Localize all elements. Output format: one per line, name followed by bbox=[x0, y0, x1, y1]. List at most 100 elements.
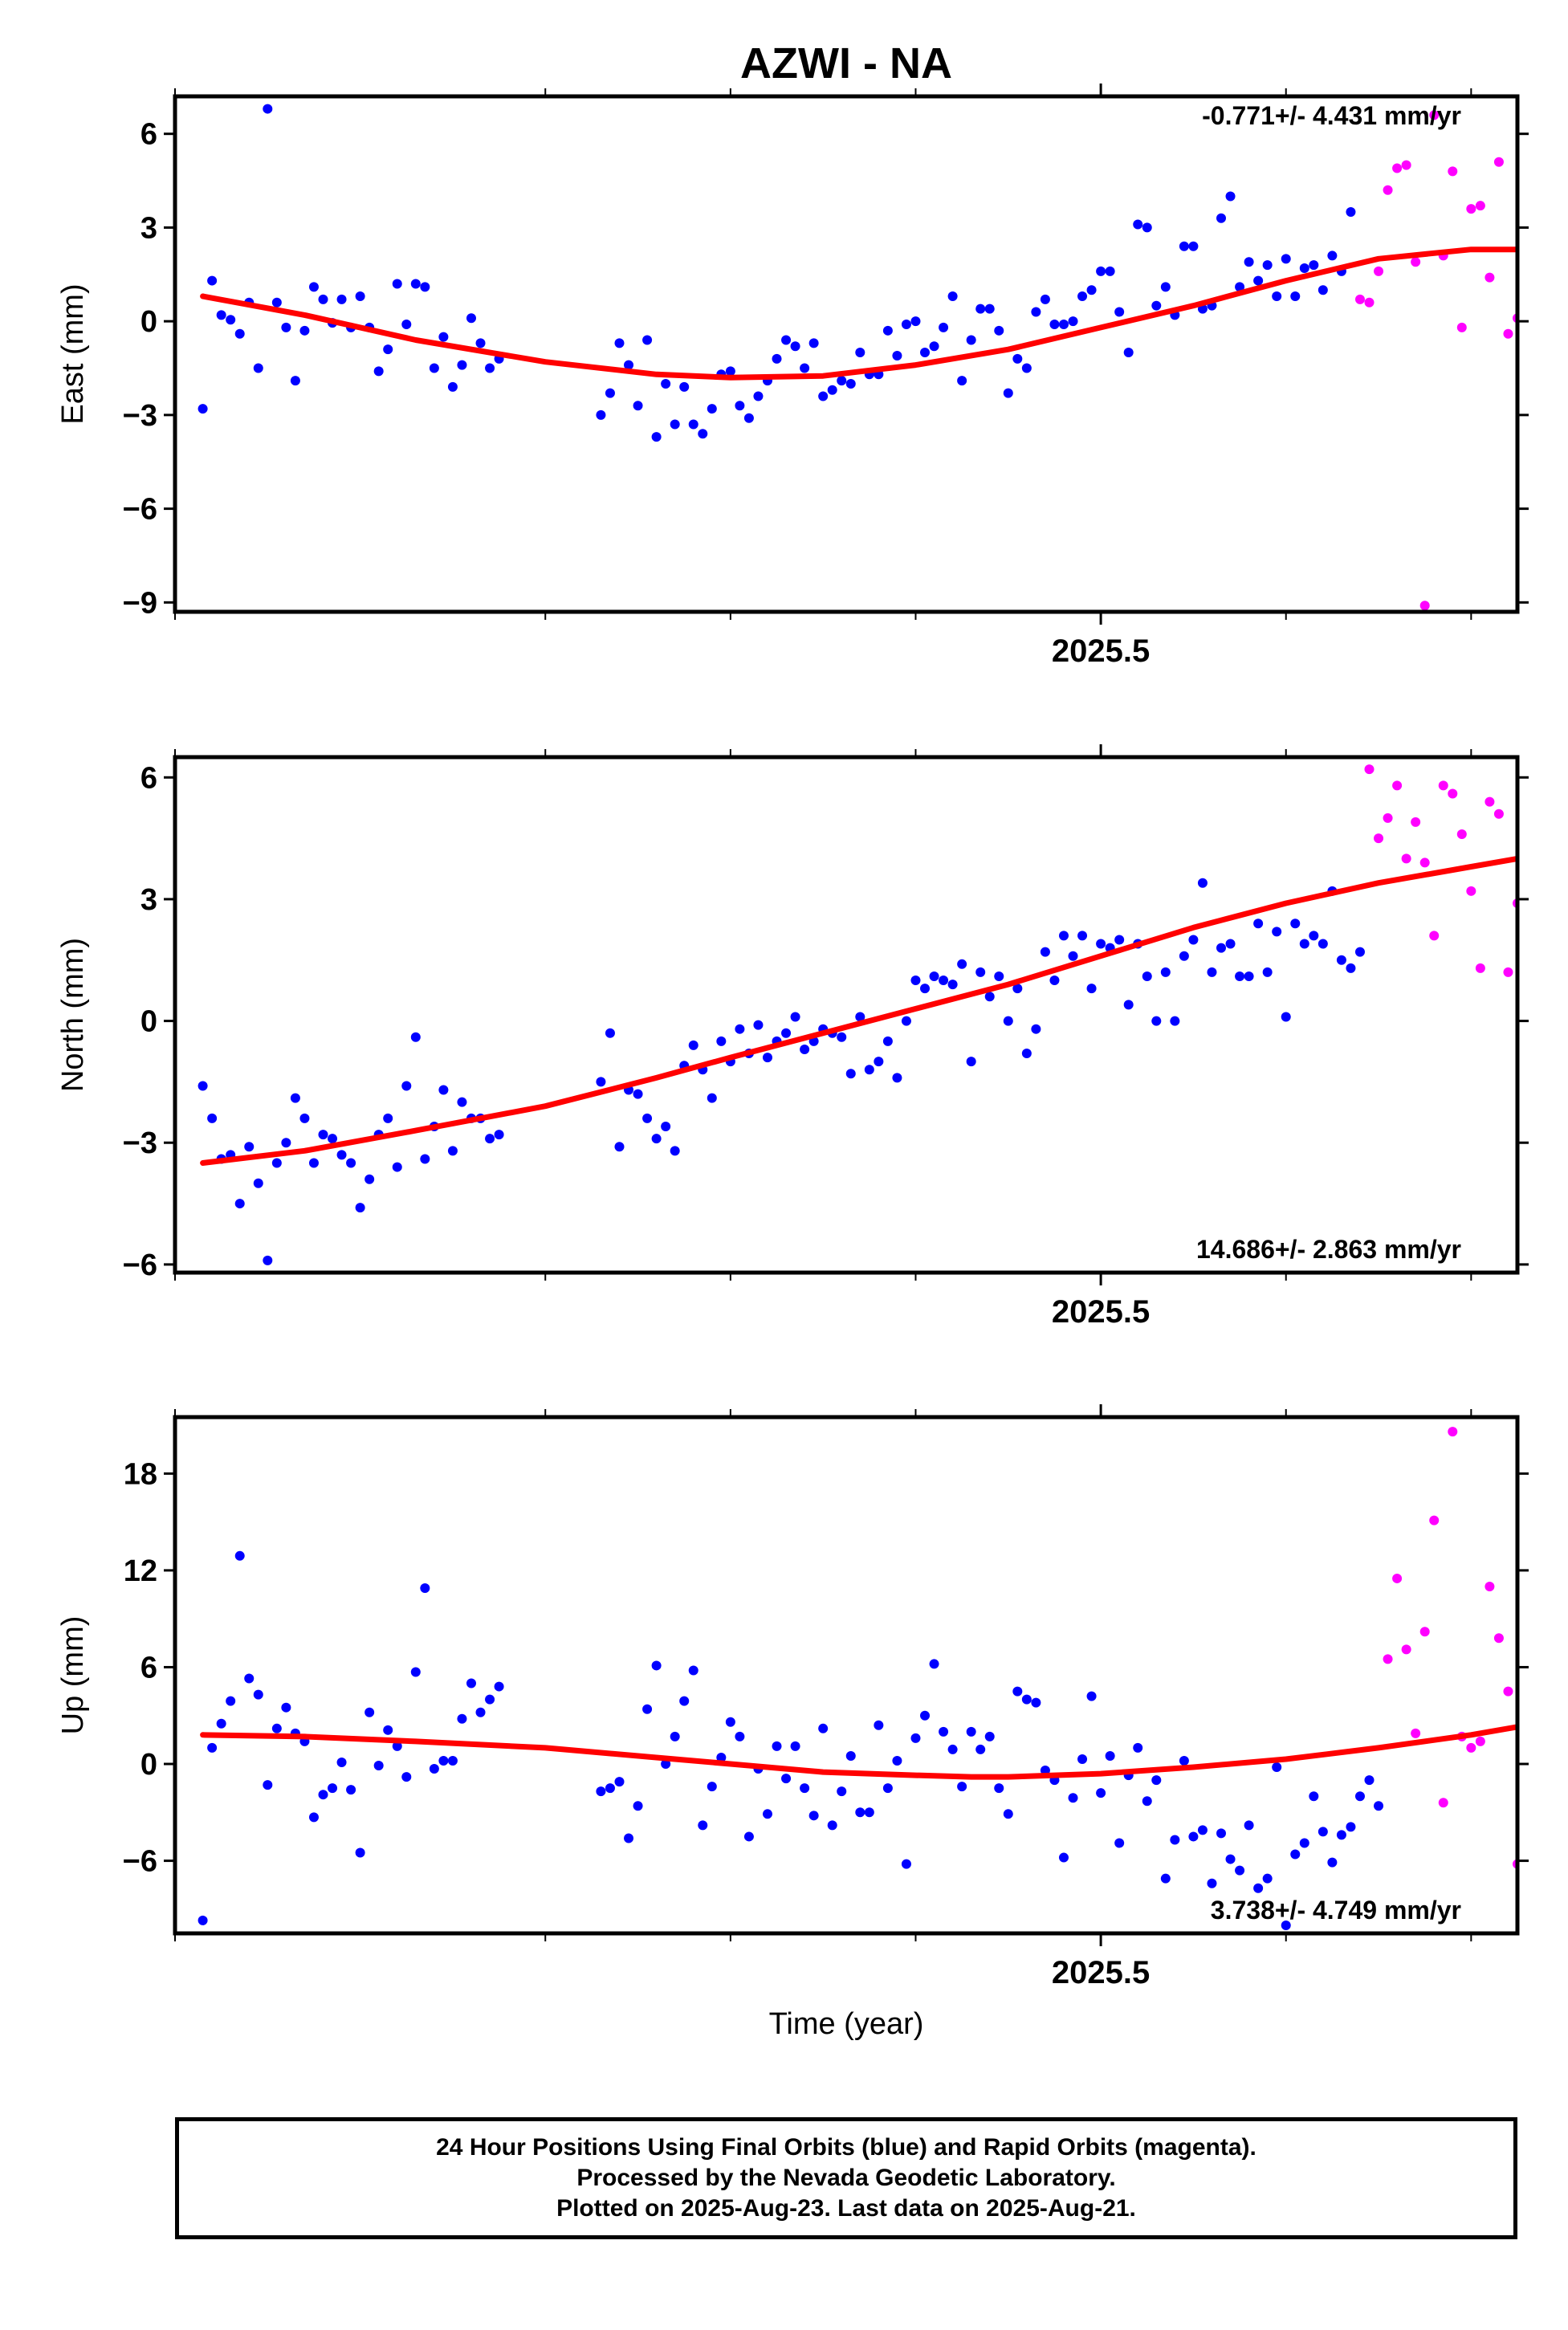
final-point bbox=[1216, 213, 1227, 223]
final-point bbox=[892, 1755, 902, 1766]
final-point bbox=[1040, 947, 1050, 957]
rapid-point bbox=[1522, 1609, 1532, 1619]
final-point bbox=[1281, 254, 1291, 264]
y-tick-label: 18 bbox=[124, 1457, 157, 1491]
final-point bbox=[882, 325, 893, 336]
final-point bbox=[800, 1044, 810, 1054]
final-point bbox=[1262, 1873, 1273, 1884]
final-point bbox=[383, 1725, 393, 1735]
rapid-point bbox=[1475, 963, 1485, 973]
final-point bbox=[882, 1036, 893, 1046]
y-tick-label: −6 bbox=[123, 1249, 157, 1282]
final-point bbox=[1142, 222, 1152, 233]
final-point bbox=[1021, 1694, 1032, 1705]
y-tick-label: 6 bbox=[141, 761, 157, 795]
final-point bbox=[642, 1704, 653, 1714]
y-axis-label: North (mm) bbox=[56, 938, 90, 1092]
rapid-point bbox=[1493, 1633, 1504, 1644]
final-point bbox=[1197, 878, 1208, 888]
final-point bbox=[1170, 1835, 1180, 1845]
panel-3: 18 12 6 0 −6 2025.5 Up (mm) 3.738+/- 4.749 mm/y… bbox=[56, 1404, 1532, 1990]
rapid-point bbox=[1485, 796, 1495, 807]
final-point bbox=[365, 1707, 375, 1717]
panel-1: 6 3 0 −3 −6 −9 2025.5 East (mm) -0.771+/- 4.431 … bbox=[56, 84, 1529, 669]
final-point bbox=[837, 1032, 847, 1042]
final-point bbox=[1235, 1865, 1245, 1876]
final-point bbox=[966, 1726, 976, 1737]
final-point bbox=[438, 1755, 449, 1766]
final-point bbox=[975, 1744, 986, 1754]
final-point bbox=[401, 320, 412, 330]
final-point bbox=[1049, 976, 1060, 986]
final-point bbox=[624, 360, 634, 370]
final-point bbox=[624, 1833, 634, 1843]
panels: 6 3 0 −3 −6 −9 2025.5 East (mm) -0.771+/- 4.431 … bbox=[56, 84, 1532, 1990]
final-point bbox=[790, 1741, 800, 1751]
final-point bbox=[994, 325, 1004, 336]
final-point bbox=[1290, 1849, 1301, 1860]
final-point bbox=[263, 1255, 273, 1265]
rapid-point bbox=[1438, 780, 1448, 791]
final-point bbox=[457, 1713, 467, 1724]
rapid-point bbox=[1485, 1581, 1495, 1591]
rapid-point bbox=[1429, 1515, 1440, 1525]
y-tick-label: 6 bbox=[141, 118, 157, 152]
final-point bbox=[234, 1550, 245, 1561]
final-point bbox=[207, 275, 218, 286]
final-point bbox=[725, 366, 735, 377]
caption-line-3: Plotted on 2025-Aug-23. Last data on 202… bbox=[556, 2195, 1136, 2222]
final-point bbox=[1290, 291, 1301, 302]
final-point bbox=[1151, 300, 1162, 311]
final-point bbox=[1068, 316, 1078, 327]
final-point bbox=[328, 1134, 338, 1144]
final-point bbox=[457, 360, 467, 370]
final-point bbox=[1170, 1016, 1180, 1026]
final-point bbox=[346, 1785, 356, 1795]
final-point bbox=[994, 971, 1004, 981]
final-point bbox=[336, 1758, 347, 1768]
final-point bbox=[328, 1783, 338, 1794]
final-point bbox=[947, 980, 958, 990]
final-point bbox=[845, 1069, 856, 1079]
rate-label: 3.738+/- 4.749 mm/yr bbox=[1211, 1896, 1461, 1925]
final-point bbox=[1262, 260, 1273, 271]
final-point bbox=[383, 344, 393, 355]
final-point bbox=[642, 335, 653, 345]
final-point bbox=[1327, 251, 1338, 261]
final-point bbox=[1318, 1827, 1328, 1837]
final-point bbox=[716, 1036, 727, 1046]
final-point bbox=[614, 338, 625, 348]
final-point bbox=[466, 1678, 476, 1688]
final-point bbox=[1058, 320, 1069, 330]
final-point bbox=[1179, 951, 1189, 961]
final-point bbox=[679, 381, 690, 392]
final-point bbox=[688, 1665, 698, 1676]
final-point bbox=[244, 1673, 255, 1684]
rapid-point bbox=[1383, 1654, 1393, 1664]
final-point bbox=[781, 1028, 792, 1038]
final-point bbox=[1012, 1686, 1023, 1697]
y-axis-label: East (mm) bbox=[56, 283, 90, 424]
rapid-point bbox=[1503, 967, 1513, 977]
final-point bbox=[1123, 348, 1134, 358]
final-point bbox=[939, 976, 949, 986]
final-point bbox=[198, 1081, 208, 1091]
final-point bbox=[1309, 931, 1319, 941]
final-point bbox=[882, 1783, 893, 1794]
final-point bbox=[392, 279, 402, 289]
marks bbox=[198, 1427, 1532, 1930]
final-point bbox=[874, 1057, 884, 1067]
rapid-point bbox=[1374, 833, 1384, 844]
final-point bbox=[1354, 1791, 1365, 1802]
y-tick-label: −6 bbox=[123, 1845, 157, 1879]
final-point bbox=[392, 1741, 402, 1751]
final-point bbox=[716, 1752, 727, 1762]
caption-line-2: Processed by the Nevada Geodetic Laborat… bbox=[576, 2165, 1116, 2191]
final-point bbox=[1207, 967, 1217, 977]
final-point bbox=[1374, 1801, 1384, 1811]
final-point bbox=[420, 1583, 430, 1593]
final-point bbox=[827, 1820, 837, 1831]
final-point bbox=[845, 378, 856, 389]
final-point bbox=[308, 1158, 319, 1168]
